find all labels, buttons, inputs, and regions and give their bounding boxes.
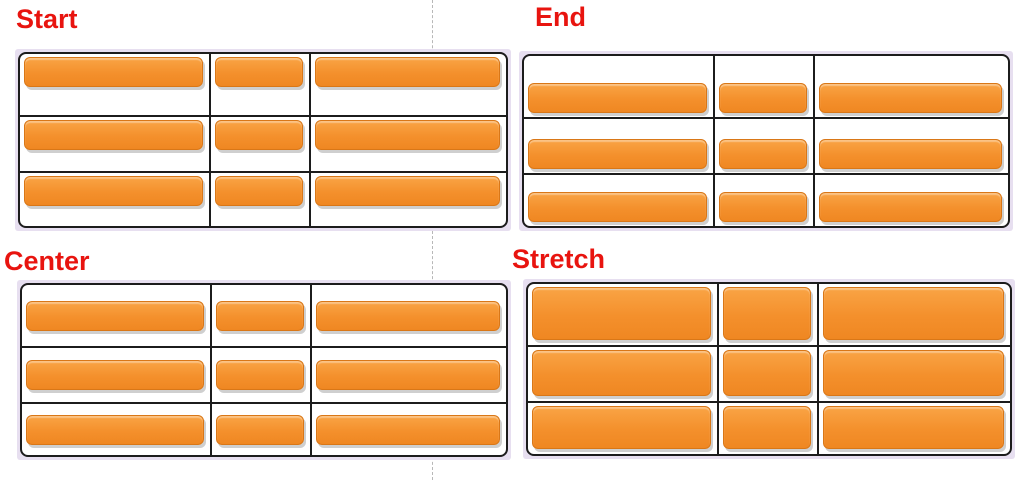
grid-item-narrow	[215, 120, 303, 150]
grid-item-narrow	[723, 287, 811, 340]
grid-container-start	[18, 52, 508, 228]
grid-column-line	[817, 284, 819, 454]
grid-row-line	[524, 173, 1008, 175]
grid-cell	[22, 285, 210, 346]
grid-cell	[819, 347, 1010, 401]
grid-cell	[211, 173, 309, 226]
grid-cell	[815, 175, 1008, 226]
grid-item-wide2	[315, 120, 500, 150]
grid-cell	[524, 119, 713, 173]
grid-column-line	[309, 54, 311, 226]
grid-cell	[311, 54, 506, 115]
grid-item-wide	[532, 287, 711, 340]
grid-row-line	[22, 346, 506, 348]
grid-item-narrow	[719, 83, 807, 113]
grid-item-wide2	[823, 287, 1004, 340]
grid-cell	[22, 404, 210, 455]
grid-item-wide2	[315, 57, 500, 87]
grid-cell	[312, 348, 506, 402]
grid-item-wide2	[316, 360, 500, 390]
grid-cell	[719, 403, 817, 454]
grid-item-narrow	[215, 57, 303, 87]
grid-cell	[524, 56, 713, 117]
grid-item-wide	[24, 57, 203, 87]
grid-row-line	[528, 401, 1010, 403]
center-divider	[432, 0, 433, 480]
grid-cell	[312, 285, 506, 346]
grid-cell	[311, 117, 506, 171]
grid-column-line	[713, 56, 715, 226]
grid-item-wide	[24, 120, 203, 150]
grid-item-wide	[26, 415, 204, 445]
grid-cell	[524, 175, 713, 226]
grid-cell	[311, 173, 506, 226]
panel-label-stretch: Stretch	[512, 244, 606, 274]
grid-cell	[312, 404, 506, 455]
grid-cell	[20, 173, 209, 226]
grid-cell	[715, 175, 813, 226]
grid-column-line	[310, 285, 312, 455]
grid-column-line	[813, 56, 815, 226]
grid-cell	[719, 284, 817, 345]
grid-item-narrow	[719, 139, 807, 169]
grid-row-line	[528, 345, 1010, 347]
grid-cell	[715, 56, 813, 117]
grid-cell	[819, 284, 1010, 345]
grid-item-narrow	[723, 406, 811, 449]
grid-item-wide2	[316, 301, 500, 331]
grid-cell	[719, 347, 817, 401]
grid-cell	[211, 54, 309, 115]
grid-item-wide2	[819, 83, 1002, 113]
grid-item-wide2	[819, 192, 1002, 222]
grid-item-wide	[532, 406, 711, 449]
grid-item-wide2	[819, 139, 1002, 169]
grid-row-line	[22, 402, 506, 404]
grid-item-narrow	[723, 350, 811, 396]
grid-item-wide2	[823, 350, 1004, 396]
grid-row-line	[524, 117, 1008, 119]
grid-cell	[20, 54, 209, 115]
grid-cell	[211, 117, 309, 171]
grid-item-narrow	[215, 176, 303, 206]
grid-cell	[528, 403, 717, 454]
grid-item-wide	[532, 350, 711, 396]
grid-cell	[20, 117, 209, 171]
grid-item-wide	[26, 360, 204, 390]
grid-row-line	[20, 115, 506, 117]
grid-container-stretch	[526, 282, 1012, 456]
grid-item-wide	[528, 83, 707, 113]
grid-item-wide	[528, 139, 707, 169]
grid-row-line	[20, 171, 506, 173]
grid-cell	[528, 347, 717, 401]
grid-column-line	[209, 54, 211, 226]
grid-column-line	[210, 285, 212, 455]
grid-container-end	[522, 54, 1010, 228]
grid-cell	[528, 284, 717, 345]
grid-container-center	[20, 283, 508, 457]
grid-cell	[22, 348, 210, 402]
panel-label-center: Center	[4, 246, 90, 276]
grid-cell	[815, 119, 1008, 173]
grid-item-wide	[528, 192, 707, 222]
grid-cell	[819, 403, 1010, 454]
grid-cell	[212, 285, 310, 346]
grid-item-narrow	[216, 301, 304, 331]
grid-column-line	[717, 284, 719, 454]
grid-item-wide2	[823, 406, 1004, 449]
grid-item-wide	[26, 301, 204, 331]
grid-cell	[212, 348, 310, 402]
panel-label-start: Start	[16, 4, 78, 34]
grid-item-narrow	[719, 192, 807, 222]
grid-item-wide2	[316, 415, 500, 445]
grid-item-narrow	[216, 415, 304, 445]
grid-item-wide	[24, 176, 203, 206]
grid-cell	[212, 404, 310, 455]
grid-item-wide2	[315, 176, 500, 206]
grid-item-narrow	[216, 360, 304, 390]
panel-label-end: End	[535, 2, 586, 32]
grid-cell	[715, 119, 813, 173]
grid-cell	[815, 56, 1008, 117]
